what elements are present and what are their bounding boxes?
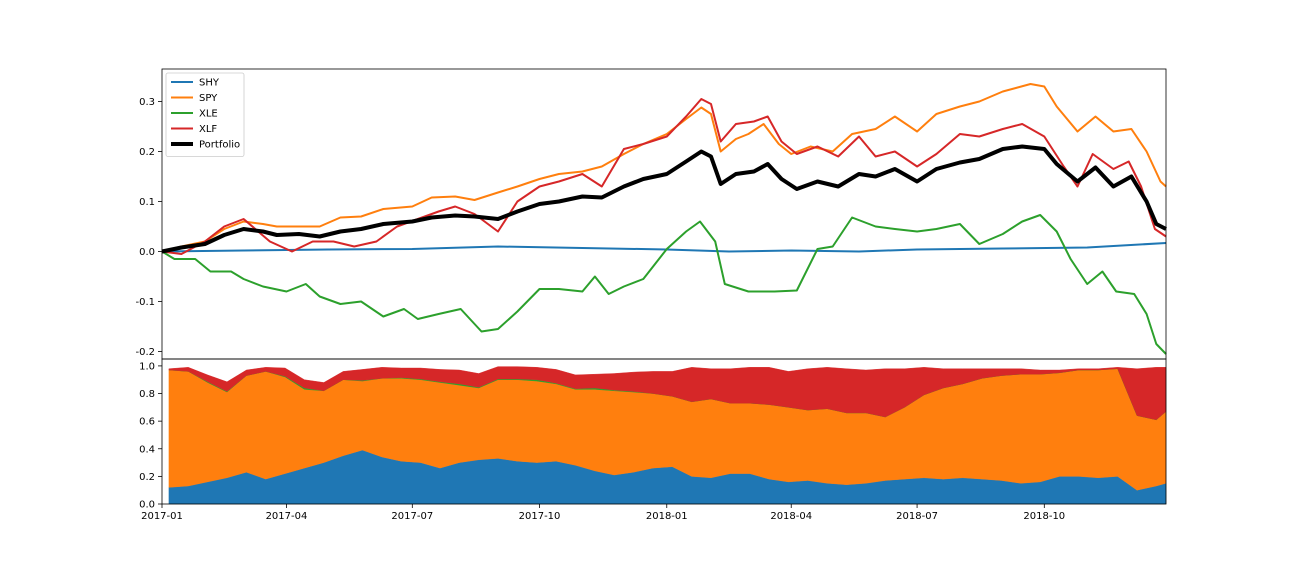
- line-y-tick-label: 0.1: [139, 197, 155, 208]
- area-y-tick-label: 1.0: [139, 361, 155, 372]
- stack-chart: 0.0 0.2 0.4 0.6 0.8 1.0 2017-01 2017-04 2017-07…: [139, 358, 1167, 522]
- line-y-tick-label: -0.2: [135, 347, 155, 358]
- area-y-tick-label: 0.2: [139, 472, 155, 483]
- area-x-axis: 2017-01 2017-04 2017-07 2017-10 2018-01 2018-…: [141, 504, 1065, 522]
- line-y-tick-label: -0.1: [135, 297, 155, 308]
- line-series-xlf: [161, 98, 1167, 255]
- x-tick-label: 2018-07: [896, 511, 938, 522]
- line-y-tick-label: 0.2: [139, 147, 155, 158]
- area-y-tick-label: 0.4: [139, 444, 155, 455]
- legend-label-xlf: XLF: [199, 124, 217, 135]
- legend-label-shy: SHY: [199, 78, 220, 89]
- x-tick-label: 2017-10: [519, 511, 561, 522]
- area-y-tick-label: 0.8: [139, 389, 155, 400]
- legend-label-xle: XLE: [199, 109, 218, 120]
- legend-label-portfolio: Portfolio: [199, 140, 240, 151]
- x-tick-label: 2018-10: [1023, 511, 1065, 522]
- legend-box: [165, 72, 245, 157]
- line-series-group: [161, 83, 1167, 355]
- x-tick-label: 2017-04: [266, 511, 308, 522]
- area-y-tick-label: 0.6: [139, 417, 155, 428]
- legend-label-spy: SPY: [199, 93, 218, 104]
- line-y-axis: -0.2 -0.1 0.0 0.1 0.2 0.3: [135, 97, 162, 358]
- line-y-tick-label: 0.0: [139, 247, 155, 258]
- x-tick-label: 2017-01: [141, 511, 183, 522]
- area-y-axis: 0.0 0.2 0.4 0.6 0.8 1.0: [139, 361, 162, 511]
- x-tick-label: 2017-07: [391, 511, 433, 522]
- line-series-portfolio: [161, 144, 1167, 254]
- line-series-spy: [161, 83, 1167, 253]
- x-tick-label: 2018-01: [646, 511, 688, 522]
- legend: SHY SPY XLE XLF Portfolio: [165, 72, 245, 157]
- line-series-shy: [161, 242, 1167, 253]
- x-tick-label: 2018-04: [770, 511, 812, 522]
- area-y-tick-label: 0.0: [139, 500, 155, 511]
- line-series-xle: [161, 214, 1167, 355]
- area-layers: [168, 366, 1167, 505]
- line-chart-frame: [161, 68, 1167, 360]
- line-y-tick-label: 0.3: [139, 97, 155, 108]
- line-chart: -0.2 -0.1 0.0 0.1 0.2 0.3 SHY SPY XLE XLF Portfol…: [135, 68, 1167, 360]
